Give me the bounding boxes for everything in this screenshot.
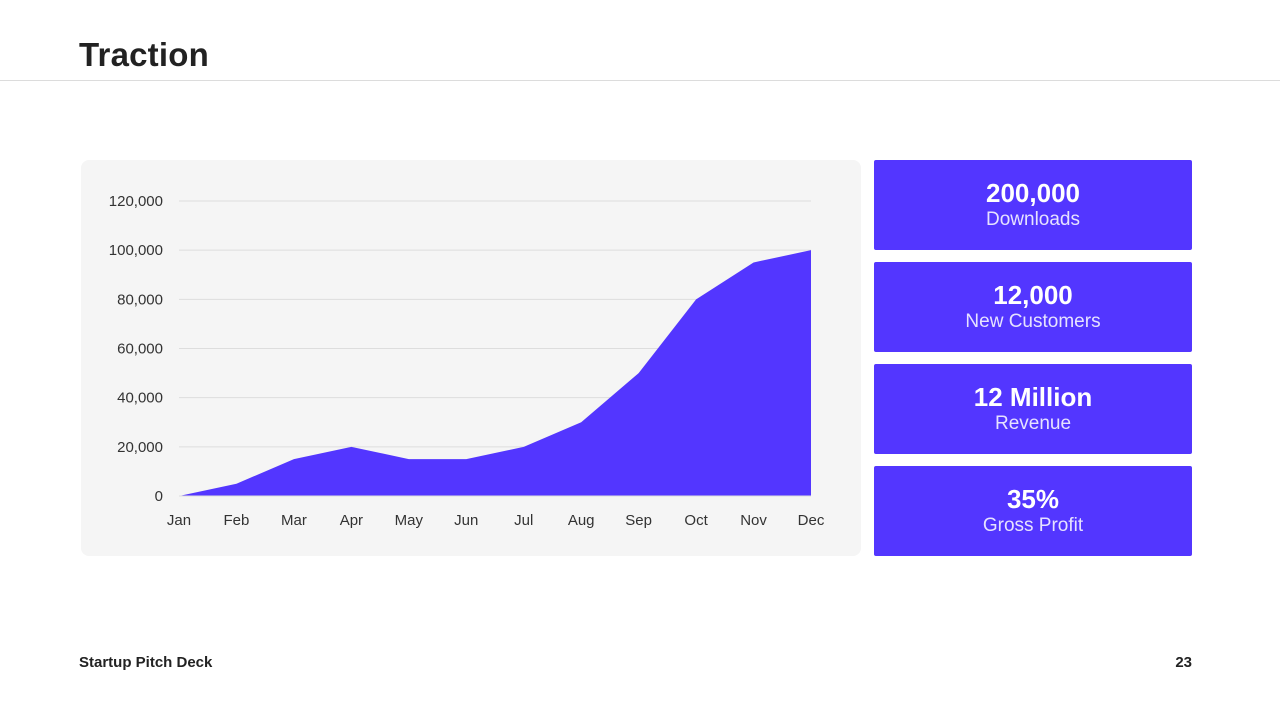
- area-chart: 0 20,000 40,000 60,000 80,000 100,000 120,000 J…: [109, 193, 825, 529]
- page-number: 23: [1175, 654, 1192, 671]
- y-tick-label: 120,000: [109, 193, 163, 210]
- stat-value: 12,000: [993, 280, 1073, 310]
- stat-value: 200,000: [986, 178, 1080, 208]
- stat-label: New Customers: [965, 311, 1101, 332]
- stat-value: 12 Million: [973, 382, 1093, 412]
- slide-title: Traction: [79, 36, 209, 73]
- area-series: [179, 250, 811, 496]
- x-tick-label: May: [395, 512, 424, 529]
- x-tick-label: Jun: [454, 512, 478, 529]
- y-tick-label: 100,000: [109, 242, 163, 259]
- x-tick-label: Aug: [568, 512, 595, 529]
- chart-panel: 0 20,000 40,000 60,000 80,000 100,000 120,000 J…: [81, 160, 861, 556]
- x-tick-label: Oct: [684, 512, 708, 529]
- y-tick-label: 40,000: [117, 390, 163, 407]
- stat-card-downloads: 200,000 Downloads: [874, 160, 1192, 250]
- footer-deck-name: Startup Pitch Deck: [79, 654, 213, 671]
- stat-card-gross-profit: 35% Gross Profit: [874, 466, 1192, 556]
- y-tick-label: 0: [155, 488, 163, 505]
- x-tick-label: Jul: [514, 512, 533, 529]
- stat-label: Revenue: [994, 413, 1072, 434]
- stat-label: Downloads: [986, 209, 1080, 230]
- stat-card-new-customers: 12,000 New Customers: [874, 262, 1192, 352]
- x-tick-label: Dec: [798, 512, 825, 529]
- x-tick-label: Jan: [167, 512, 191, 529]
- y-tick-label: 20,000: [117, 439, 163, 456]
- stat-label: Gross Profit: [982, 515, 1084, 536]
- title-divider: [0, 80, 1280, 81]
- x-tick-label: Apr: [340, 512, 363, 529]
- x-tick-label: Mar: [281, 512, 307, 529]
- y-tick-label: 60,000: [117, 341, 163, 358]
- stat-card-revenue: 12 Million Revenue: [874, 364, 1192, 454]
- x-tick-label: Nov: [740, 512, 767, 529]
- x-tick-label: Feb: [224, 512, 250, 529]
- y-tick-label: 80,000: [117, 291, 163, 308]
- x-tick-label: Sep: [625, 512, 652, 529]
- stat-value: 35%: [1006, 484, 1060, 514]
